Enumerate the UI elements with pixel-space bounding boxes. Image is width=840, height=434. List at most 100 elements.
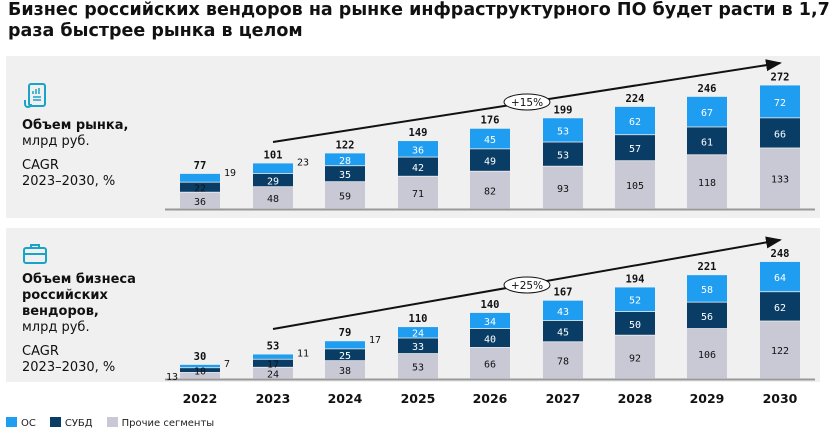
- bar-segment: [398, 338, 438, 354]
- bar-segment: [543, 300, 583, 321]
- data-label: 62: [629, 117, 641, 128]
- panel-unit: млрд руб.: [22, 134, 90, 149]
- data-label: 72: [774, 98, 786, 109]
- bar-segment: [470, 312, 510, 329]
- data-label: 122: [771, 346, 789, 357]
- bar-segment: [470, 328, 510, 348]
- cagr-label: CAGR: [22, 158, 59, 173]
- bar-segment: [615, 335, 655, 379]
- data-label: 58: [701, 285, 713, 296]
- year-label: 2025: [401, 391, 436, 406]
- panel-title: Объем рынка,: [22, 118, 129, 133]
- bar-segment: [687, 302, 727, 329]
- bar-segment: [398, 353, 438, 379]
- data-label: 64: [774, 273, 786, 284]
- data-label: 45: [484, 135, 496, 146]
- data-label: 13: [166, 372, 178, 383]
- data-label: 17: [369, 335, 381, 346]
- cagr-badge: [503, 276, 551, 294]
- data-label: 7: [224, 359, 230, 370]
- bar-segment: [470, 149, 510, 171]
- data-label: 49: [484, 156, 496, 167]
- legend: ОС СУБД Прочие сегменты: [6, 417, 214, 429]
- panel-unit: млрд руб.: [22, 320, 90, 335]
- total-label: 140: [481, 299, 500, 311]
- bar-segment: [543, 166, 583, 209]
- cagr-value: +15%: [511, 97, 543, 109]
- bar-segment: [253, 163, 293, 174]
- year-label: 2028: [618, 391, 653, 406]
- total-label: 53: [267, 340, 280, 352]
- data-label: 71: [412, 189, 424, 200]
- total-label: 199: [554, 104, 573, 116]
- year-label: 2026: [473, 391, 508, 406]
- total-label: 149: [409, 127, 428, 139]
- bar-segment: [398, 157, 438, 176]
- data-label: 61: [701, 137, 713, 148]
- data-label: 17: [267, 360, 279, 371]
- year-label: 2027: [546, 391, 581, 406]
- bar-segment: [543, 320, 583, 342]
- data-label: 53: [557, 126, 569, 137]
- total-label: 167: [554, 287, 573, 299]
- data-label: 34: [484, 317, 496, 328]
- data-label: 92: [629, 353, 641, 364]
- bar-segment: [543, 342, 583, 379]
- data-label: 67: [701, 108, 713, 119]
- data-label: 24: [412, 329, 424, 340]
- data-label: 59: [339, 192, 351, 203]
- bar-segment: [760, 118, 800, 148]
- bar-segment: [615, 135, 655, 161]
- data-label: 105: [626, 181, 644, 192]
- bar-segment: [760, 321, 800, 379]
- bar-segment: [615, 287, 655, 312]
- total-label: 77: [194, 160, 207, 172]
- data-label: 38: [339, 366, 351, 377]
- document-chart-icon: [22, 82, 48, 115]
- total-label: 79: [339, 327, 352, 339]
- bar-segment: [470, 347, 510, 379]
- bar-segment: [760, 261, 800, 292]
- page-title: Бизнес российских вендоров на рынке инфр…: [8, 0, 830, 41]
- data-label: 82: [484, 186, 496, 197]
- legend-item-other: Прочие сегменты: [106, 417, 214, 429]
- bar-segment: [687, 155, 727, 209]
- total-label: 122: [336, 139, 355, 151]
- data-label: 35: [339, 170, 351, 181]
- data-label: 118: [698, 178, 716, 189]
- bar-segment: [398, 141, 438, 157]
- bar-segment: [687, 328, 727, 379]
- bar-segment: [325, 153, 365, 166]
- total-label: 248: [771, 248, 790, 260]
- data-label: 56: [701, 312, 713, 323]
- bar-segment: [760, 292, 800, 321]
- bar-segment: [180, 182, 220, 192]
- data-label: 66: [774, 129, 786, 140]
- bar-segment: [180, 372, 220, 379]
- bar-segment: [180, 173, 220, 182]
- total-label: 30: [194, 351, 207, 363]
- total-label: 110: [409, 313, 428, 325]
- bar-segment: [325, 182, 365, 209]
- data-label: 53: [412, 362, 424, 373]
- data-label: 23: [297, 157, 309, 168]
- bar-segment: [615, 106, 655, 135]
- data-label: 43: [557, 307, 569, 318]
- data-label: 25: [339, 351, 351, 362]
- legend-item-os: ОС: [6, 417, 36, 429]
- data-label: 11: [297, 348, 309, 359]
- bar-segment: [180, 192, 220, 209]
- bar-segment: [180, 368, 220, 373]
- bar-segment: [253, 173, 293, 187]
- data-label: 19: [224, 168, 236, 179]
- data-label: 29: [267, 177, 279, 188]
- bar-segment: [687, 275, 727, 302]
- cagr-period: 2023–2030, %: [22, 360, 116, 375]
- data-label: 22: [194, 184, 206, 195]
- bar-segment: [470, 128, 510, 149]
- total-label: 194: [626, 273, 645, 285]
- total-label: 272: [771, 71, 790, 83]
- total-label: 176: [481, 115, 500, 127]
- cagr-label: CAGR: [22, 344, 59, 359]
- data-label: 53: [557, 151, 569, 162]
